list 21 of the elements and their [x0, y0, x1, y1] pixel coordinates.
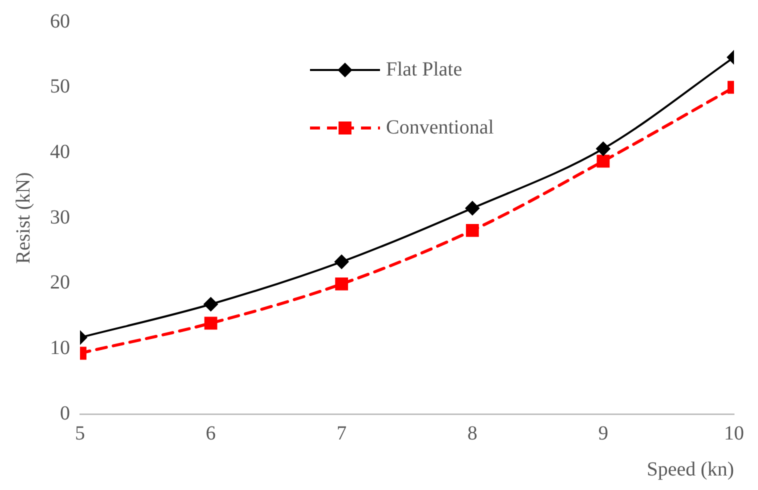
- x-tick-label: 8: [467, 422, 478, 444]
- point: [465, 201, 480, 216]
- y-axis-title: Resist (kN): [12, 172, 34, 264]
- y-tick-label: 40: [50, 140, 70, 163]
- x-tick-label: 5: [75, 422, 85, 444]
- y-tick-label: 30: [50, 206, 70, 228]
- y-tick-label: 50: [50, 76, 70, 98]
- y-tick-label: 10: [50, 336, 70, 359]
- x-tick-label: 7: [336, 422, 347, 444]
- point: [466, 224, 479, 237]
- x-tick-label: 9: [598, 422, 608, 444]
- x-axis-title: Speed (kn): [646, 458, 734, 480]
- x-tick-label: 10: [724, 422, 744, 444]
- y-tick-label: 60: [50, 10, 70, 32]
- y-tick-label: 20: [50, 272, 70, 294]
- legend-label: Conventional: [386, 116, 494, 138]
- x-tick-label: 6: [206, 422, 216, 444]
- point: [334, 254, 349, 269]
- point: [335, 278, 348, 290]
- legend-label: Flat Plate: [386, 58, 462, 80]
- y-tick-label: 0: [60, 402, 70, 424]
